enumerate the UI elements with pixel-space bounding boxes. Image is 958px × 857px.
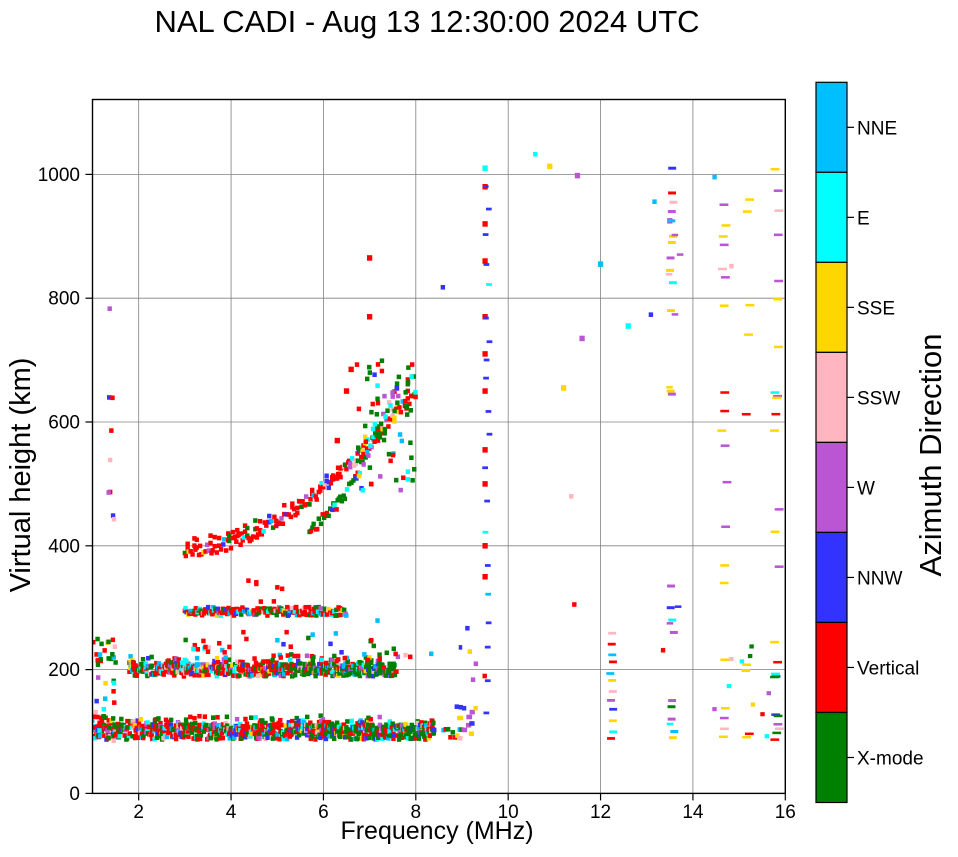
- svg-text:0: 0: [69, 784, 80, 805]
- svg-text:200: 200: [48, 660, 80, 681]
- svg-text:6: 6: [318, 802, 329, 823]
- svg-text:16: 16: [775, 802, 796, 823]
- svg-text:4: 4: [226, 802, 237, 823]
- svg-text:400: 400: [48, 536, 80, 557]
- svg-text:SSW: SSW: [857, 388, 900, 409]
- svg-text:NNE: NNE: [857, 118, 897, 139]
- svg-text:1000: 1000: [38, 165, 80, 186]
- svg-text:NAL CADI - Aug 13 12:30:00 202: NAL CADI - Aug 13 12:30:00 2024 UTC: [154, 4, 699, 39]
- svg-text:Azimuth Direction: Azimuth Direction: [913, 334, 948, 577]
- svg-text:14: 14: [682, 802, 704, 823]
- svg-text:X-mode: X-mode: [857, 748, 924, 769]
- svg-text:Vertical: Vertical: [857, 658, 919, 679]
- svg-text:Virtual height (km): Virtual height (km): [5, 358, 37, 593]
- svg-text:600: 600: [48, 413, 80, 434]
- svg-text:800: 800: [48, 289, 80, 310]
- svg-text:E: E: [857, 208, 870, 229]
- svg-text:Frequency (MHz): Frequency (MHz): [340, 817, 533, 845]
- svg-text:NNW: NNW: [857, 568, 902, 589]
- svg-text:SSE: SSE: [857, 298, 895, 319]
- svg-text:W: W: [857, 478, 875, 499]
- svg-text:12: 12: [590, 802, 611, 823]
- svg-text:2: 2: [133, 802, 144, 823]
